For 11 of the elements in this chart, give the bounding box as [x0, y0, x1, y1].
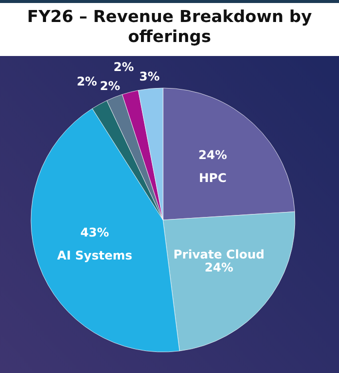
- data-label: 2%: [114, 60, 134, 74]
- slice-label: Private Cloud: [173, 247, 264, 262]
- chart-title: FY26 – Revenue Breakdown by offerings: [27, 7, 312, 46]
- data-label: 2%: [76, 74, 98, 89]
- data-label: 2%: [100, 79, 120, 94]
- data-label: 43%: [80, 226, 110, 240]
- data-label: 24%: [198, 148, 228, 162]
- slice-label: HPC: [198, 170, 227, 185]
- data-label: 24%: [204, 260, 234, 274]
- slice-label: AI Systems: [57, 248, 132, 262]
- data-label: 3%: [139, 70, 160, 84]
